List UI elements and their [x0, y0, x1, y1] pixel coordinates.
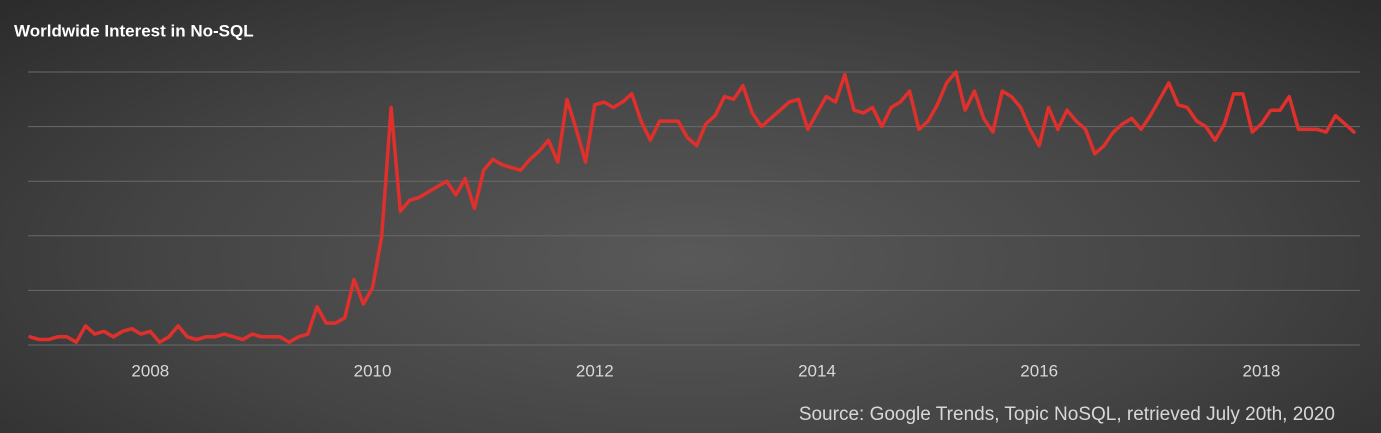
- x-tick-label: 2012: [576, 361, 614, 380]
- data-line: [28, 70, 1356, 345]
- x-tick-label: 2016: [1020, 361, 1058, 380]
- chart-title: Worldwide Interest in No-SQL: [14, 21, 254, 40]
- x-tick-label: 2008: [131, 361, 169, 380]
- x-tick-label: 2014: [798, 361, 836, 380]
- x-tick-label: 2010: [354, 361, 392, 380]
- x-tick-label: 2018: [1243, 361, 1281, 380]
- source-note: Source: Google Trends, Topic NoSQL, retr…: [799, 404, 1335, 425]
